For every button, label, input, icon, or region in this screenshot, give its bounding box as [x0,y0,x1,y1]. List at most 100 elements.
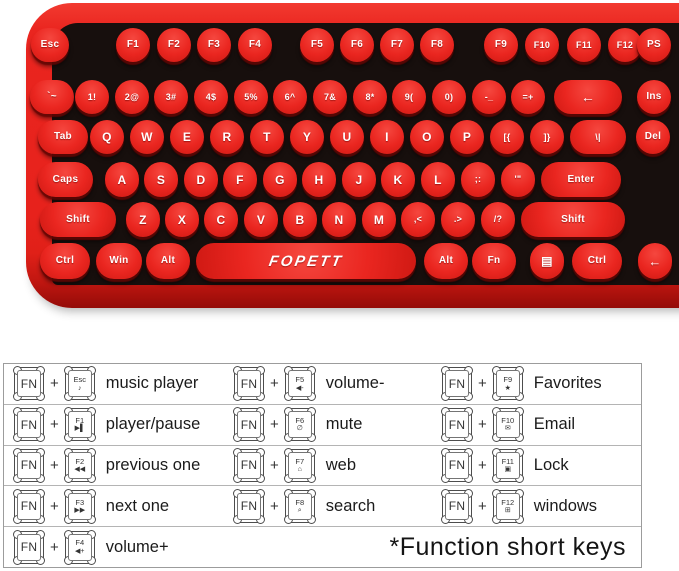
play-pause-icon: ▶▌ [74,425,85,433]
shortcut-action-label: previous one [105,455,201,474]
key-label: N [334,212,344,227]
key-label: F7 [390,39,404,50]
shortcut-cell: FN + F2 ◀◀ previous one [4,447,224,483]
key-e: E [170,120,204,154]
key-label: 6^ [284,91,296,102]
key-label: Fn [487,255,501,266]
key-label: 7& [323,91,337,102]
keycap-label: FN [20,540,38,555]
key-7: 7& [313,80,347,114]
keycap-face: F11 ▣ [495,451,520,479]
key-label: Enter [567,173,595,185]
key-semicolon: ;: [461,162,495,197]
keycap-label: FN [448,458,466,473]
keycap-label: FN [240,376,258,391]
key-slash: /? [481,202,515,237]
shortcut-cell: FN + Esc ♪ music player [4,366,224,402]
key-6: 6^ [273,80,307,114]
key-label: /? [493,214,503,224]
shortcut-cell: FN + F8 ⌕ search [224,488,432,524]
key-arrow-left: ← [638,243,672,279]
key-4: 4$ [194,80,228,114]
key-label: F6 [350,39,364,50]
key-label: \| [595,131,601,142]
email-icon: F10 ✉ [491,407,524,443]
keycap-face: FN [17,451,41,479]
keycap-face: FN [445,370,469,398]
key-f6: F6 [340,28,374,62]
key-label: L [434,172,442,187]
key-rshift: Shift [521,202,625,237]
keycap-label: FN [20,458,38,473]
fn-keycap-icon: FN [441,488,473,524]
shortcut-action-label: next one [105,496,170,515]
keycap-label: F8 [295,497,305,507]
keycap-label: F11 [501,456,514,466]
key-label: R [222,130,232,144]
plus-sign: + [478,497,487,515]
key-f10: F10 [525,28,559,62]
key-label: F11 [576,39,592,50]
shortcut-cell: FN + F4 ◀+ volume+ [4,529,224,565]
key-8: 8* [353,80,387,114]
key-v: V [244,202,278,237]
mute-icon: ∅ [296,425,303,433]
key-label: B [295,212,305,227]
key-label: Tab [54,131,72,142]
keycap-face: FN [17,492,41,520]
key-label: FOPETT [267,252,345,270]
keycap-face: F10 ✉ [495,411,520,439]
web-icon: F7 ⌂ [283,447,316,483]
table-row: FN + F4 ◀+ volume+ *Function short keys [4,526,641,567]
keycap-face: F4 ◀+ [67,533,92,561]
plus-sign: + [478,416,487,434]
key-t: T [250,120,284,154]
key-label: Ctrl [55,255,75,266]
volume-down-icon: ◀- [295,384,304,392]
next-track-icon: ▶▶ [74,507,86,515]
web-icon: ⌂ [297,466,302,474]
windows-icon: ⊞ [504,507,511,515]
keycap-label: F7 [295,456,305,466]
key-f2: F2 [157,28,191,62]
key-label: 2@ [124,91,140,102]
keycap-face: F5 ◀- [287,370,312,398]
key-label: Z [139,212,147,227]
key-del: Del [636,120,670,154]
key-w: W [130,120,164,154]
key-label: 3# [165,91,177,102]
keycap-face: F9 ★ [495,370,520,398]
keycap-face: F2 ◀◀ [67,451,92,479]
key-label: .> [453,214,463,224]
key-label: T [263,130,271,144]
volume-up-icon: ◀+ [75,547,85,555]
key-n: N [322,202,356,237]
key-label: Q [102,130,112,144]
key-quote: '" [501,162,535,197]
email-icon: ✉ [504,425,511,433]
key-3: 3# [154,80,188,114]
key-f11: F11 [567,28,601,62]
fn-keycap-icon: FN [441,447,473,483]
shortcut-action-label: music player [105,374,199,393]
lock-icon: F11 ▣ [491,447,524,483]
previous-track-icon: ◀◀ [74,466,86,474]
key-o: O [410,120,444,154]
keycap-face: FN [17,411,41,439]
key-f8: F8 [420,28,454,62]
shortcut-action-label: search [325,496,376,515]
key-f7: F7 [380,28,414,62]
table-row: FN + Esc ♪ music player FN + F5 ◀- volume- FN + F9 ★ F… [4,364,641,404]
plus-sign: + [50,538,59,556]
music-note-icon: Esc ♪ [63,366,96,402]
key-label: I [385,130,389,144]
key-b: B [283,202,317,237]
plus-sign: + [270,497,279,515]
keyboard-plate [52,23,679,285]
previous-track-icon: F2 ◀◀ [63,447,96,483]
favorites-star-icon: F9 ★ [491,366,524,402]
keycap-face: F7 ⌂ [287,451,312,479]
key-q: Q [90,120,124,154]
keycap-face: FN [237,492,261,520]
